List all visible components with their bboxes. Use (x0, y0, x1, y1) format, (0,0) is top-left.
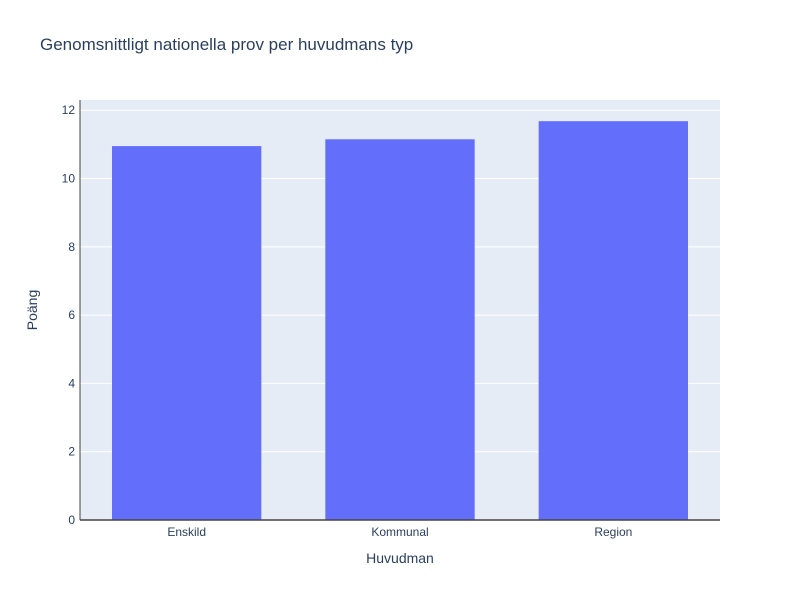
bar-kommunal[interactable] (325, 139, 475, 520)
bar-region[interactable] (538, 121, 688, 521)
x-tick-label: Enskild (167, 525, 206, 539)
chart-title: Genomsnittligt nationella prov per huvud… (40, 35, 413, 54)
y-tick-label: 8 (68, 240, 75, 254)
x-axis-title: Huvudman (366, 550, 434, 566)
y-tick-label: 0 (68, 513, 75, 527)
y-tick-label: 6 (68, 308, 75, 322)
y-tick-label: 12 (62, 103, 76, 117)
bar-enskild[interactable] (112, 146, 262, 520)
y-tick-labels: 0 2 4 6 8 10 12 (62, 103, 76, 527)
y-tick-label: 2 (68, 445, 75, 459)
x-tick-label: Kommunal (371, 525, 428, 539)
y-tick-label: 10 (62, 172, 76, 186)
x-tick-label: Region (594, 525, 632, 539)
y-axis-title: Poäng (24, 290, 40, 330)
y-tick-label: 4 (68, 376, 75, 390)
bars (112, 121, 688, 521)
x-tick-labels: Enskild Kommunal Region (167, 525, 632, 539)
